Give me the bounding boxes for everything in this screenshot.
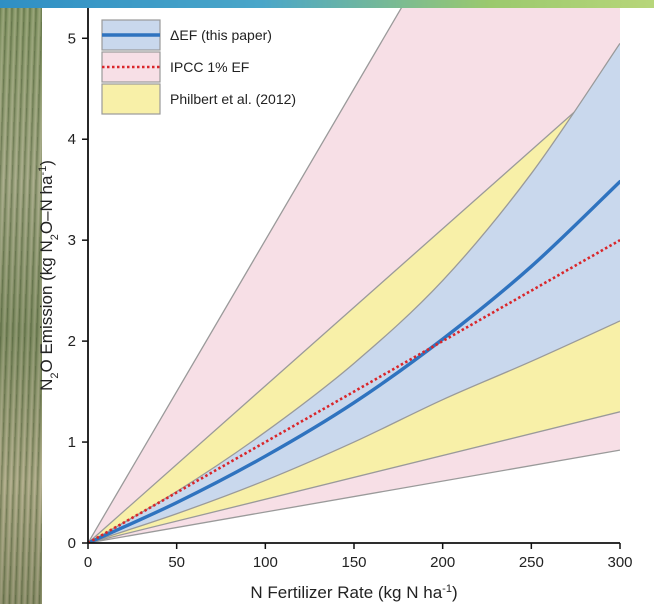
y-axis-title-mid: O Emission (kg N bbox=[37, 240, 56, 372]
y-tick-label: 2 bbox=[68, 333, 76, 350]
axes-layer: 0 50 100 150 200 250 300 0 1 2 3 4 5 bbox=[68, 8, 633, 571]
series-line-3 bbox=[88, 179, 620, 543]
y-tick-label: 1 bbox=[68, 434, 76, 451]
legend-swatch bbox=[101, 83, 161, 115]
y-axis-title-sup: -1 bbox=[37, 166, 49, 176]
bands-layer bbox=[88, 8, 620, 543]
legend-label: Philbert et al. (2012) bbox=[170, 91, 296, 107]
x-tick-label: 200 bbox=[430, 554, 455, 571]
x-axis-title-main: N Fertilizer Rate (kg N ha bbox=[250, 583, 442, 602]
y-tick-label: 0 bbox=[68, 535, 76, 552]
band-0-lower-edge bbox=[88, 449, 620, 543]
x-axis-title-end: ) bbox=[452, 583, 458, 602]
band-1-upper-edge bbox=[88, 71, 620, 543]
x-axis-title-sup: -1 bbox=[442, 583, 452, 595]
x-axis-title: N Fertilizer Rate (kg N ha-1) bbox=[250, 583, 457, 602]
header-accent-bar bbox=[0, 0, 654, 8]
y-tick-label: 4 bbox=[68, 131, 76, 148]
y-axis-title-sub2: 2 bbox=[49, 234, 61, 240]
x-tick-label: 50 bbox=[168, 554, 185, 571]
y-axis-title-end: ) bbox=[37, 160, 56, 166]
background-photo-strip bbox=[0, 0, 42, 604]
y-tick-label: 5 bbox=[68, 30, 76, 47]
x-tick-label: 250 bbox=[519, 554, 544, 571]
y-axis-title-sub1: 2 bbox=[49, 373, 61, 379]
y-tick-label: 3 bbox=[68, 232, 76, 249]
x-tick-label: 300 bbox=[607, 554, 632, 571]
y-axis-title-mid2: O–N ha bbox=[37, 175, 56, 234]
y-axis-title-prefix: N bbox=[37, 379, 56, 391]
series-dashed-4 bbox=[88, 239, 620, 543]
band-2 bbox=[88, 43, 620, 543]
legend-label: ΔEF (this paper) bbox=[170, 27, 272, 43]
legend-swatch bbox=[101, 51, 161, 83]
x-tick-label: 100 bbox=[253, 554, 278, 571]
x-tick-label: 0 bbox=[84, 554, 92, 571]
x-tick-label: 150 bbox=[341, 554, 366, 571]
band-2-lower-edge bbox=[88, 320, 620, 543]
band-0-upper-edge bbox=[88, 8, 403, 543]
y-axis-title: N2O Emission (kg N2O–N ha-1) bbox=[37, 160, 61, 391]
legend: ΔEF (this paper) IPCC 1% EF Philbert et al… bbox=[101, 19, 296, 115]
band-1-lower-edge bbox=[88, 411, 620, 543]
band-2-upper-edge bbox=[88, 42, 620, 543]
lines-layer bbox=[88, 179, 620, 543]
legend-label: IPCC 1% EF bbox=[170, 59, 249, 75]
